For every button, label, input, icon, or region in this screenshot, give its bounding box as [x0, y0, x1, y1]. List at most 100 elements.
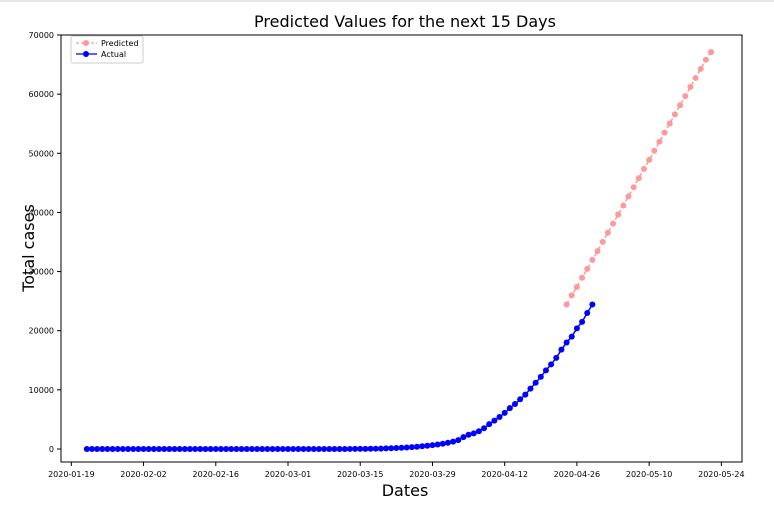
series-actual-point: [217, 445, 224, 452]
series-actual-point: [512, 401, 518, 408]
series-actual-point: [398, 444, 405, 451]
series-actual-point: [310, 445, 317, 452]
series-predicted-point: [594, 248, 601, 255]
series-actual-point: [331, 445, 338, 452]
y-tick-label: 0: [49, 445, 54, 454]
legend: Predicted Actual: [70, 35, 144, 64]
series-actual-point: [243, 445, 250, 452]
series-actual-point: [573, 325, 580, 332]
y-tick-label: 20000: [29, 327, 54, 336]
series-actual-point: [527, 385, 534, 392]
series-actual-point: [465, 431, 472, 438]
series-actual-point: [264, 445, 271, 452]
series-predicted-point: [640, 166, 647, 173]
series-predicted-point: [646, 156, 653, 163]
series-actual-point: [104, 445, 111, 452]
series-actual-point: [150, 445, 157, 452]
series-actual-point: [584, 309, 591, 316]
x-tick-label: 2020-03-29: [409, 470, 456, 479]
series-predicted-point: [573, 283, 580, 290]
series-actual-point: [352, 445, 359, 452]
chart-title: Predicted Values for the next 15 Days: [254, 12, 556, 31]
x-tick-label: 2020-04-12: [481, 470, 528, 479]
series-actual-point: [207, 445, 214, 452]
series-actual-point: [568, 333, 575, 340]
series-actual-point: [579, 318, 586, 325]
series-predicted-point: [708, 49, 715, 56]
series-actual-point: [429, 442, 436, 449]
series-actual-point: [563, 339, 570, 346]
series-predicted-point: [635, 175, 642, 182]
series-predicted-point: [563, 301, 570, 308]
series-actual-point: [475, 428, 482, 435]
series-actual-point: [388, 445, 395, 452]
series-actual-point: [321, 445, 328, 452]
series-predicted-point: [656, 138, 663, 145]
series-actual-point: [186, 445, 193, 452]
series-actual-point: [125, 445, 132, 452]
series-actual-point: [517, 396, 524, 403]
series-actual-point: [408, 444, 415, 451]
x-tick-label: 2020-03-15: [337, 470, 384, 479]
series-actual-point: [393, 445, 400, 452]
series-actual-point: [176, 445, 183, 452]
series-actual-point: [460, 434, 467, 441]
series-actual-point: [326, 445, 333, 452]
y-tick-label: 70000: [29, 31, 54, 40]
series-actual-point: [285, 445, 291, 452]
series-actual-point: [88, 445, 95, 452]
x-tick-label: 2020-05-10: [626, 470, 673, 479]
legend-predicted-marker: [83, 40, 89, 46]
series-actual-point: [259, 445, 266, 452]
series-predicted-point: [661, 129, 668, 136]
series-actual-point: [589, 301, 596, 308]
series-actual-point: [336, 445, 343, 452]
y-tick-label: 40000: [29, 208, 54, 217]
series-actual-point: [212, 445, 219, 452]
series-actual-point: [202, 445, 209, 452]
series-actual-point: [439, 440, 446, 447]
series-predicted-point: [589, 256, 596, 263]
series-predicted-point: [584, 265, 591, 272]
series-actual-point: [444, 439, 451, 446]
series-actual-point: [135, 445, 142, 452]
series-actual-point: [553, 354, 560, 361]
series-actual-point: [94, 445, 101, 452]
plot-area: [60, 34, 743, 463]
series-actual-point: [481, 425, 488, 432]
series-actual-point: [269, 445, 276, 452]
series-predicted-point: [692, 74, 699, 81]
x-tick-label: 2020-04-26: [554, 470, 601, 479]
series-actual-point: [501, 409, 508, 416]
series-predicted-point: [682, 93, 689, 100]
series-predicted-point: [620, 202, 627, 209]
series-actual-point: [223, 445, 230, 452]
y-tick-label: 30000: [29, 268, 54, 277]
series-actual-point: [145, 445, 152, 452]
series-actual-point: [383, 445, 390, 452]
series-predicted-point: [599, 238, 606, 245]
series-actual-point: [470, 430, 477, 437]
series-actual-point: [99, 445, 106, 452]
series-actual-point: [496, 414, 503, 421]
series-predicted-point: [625, 193, 632, 200]
series-actual-point: [114, 445, 121, 452]
series-actual-point: [119, 445, 126, 452]
series-actual-point: [341, 445, 348, 452]
series-actual-point: [305, 445, 312, 452]
series-actual-point: [491, 417, 498, 424]
series-actual-point: [346, 445, 353, 452]
series-actual-point: [295, 445, 302, 452]
legend-actual-label: Actual: [101, 50, 126, 59]
series-actual-point: [156, 445, 163, 452]
series-predicted-point: [630, 184, 637, 191]
series-predicted-point: [697, 65, 704, 72]
series-actual-point: [279, 445, 286, 452]
series-actual-point: [486, 421, 493, 428]
series-actual-point: [300, 445, 307, 452]
series-actual-point: [192, 445, 199, 452]
series-actual-point: [367, 445, 374, 452]
series-actual-point: [290, 445, 297, 452]
series-actual-point: [548, 361, 555, 368]
